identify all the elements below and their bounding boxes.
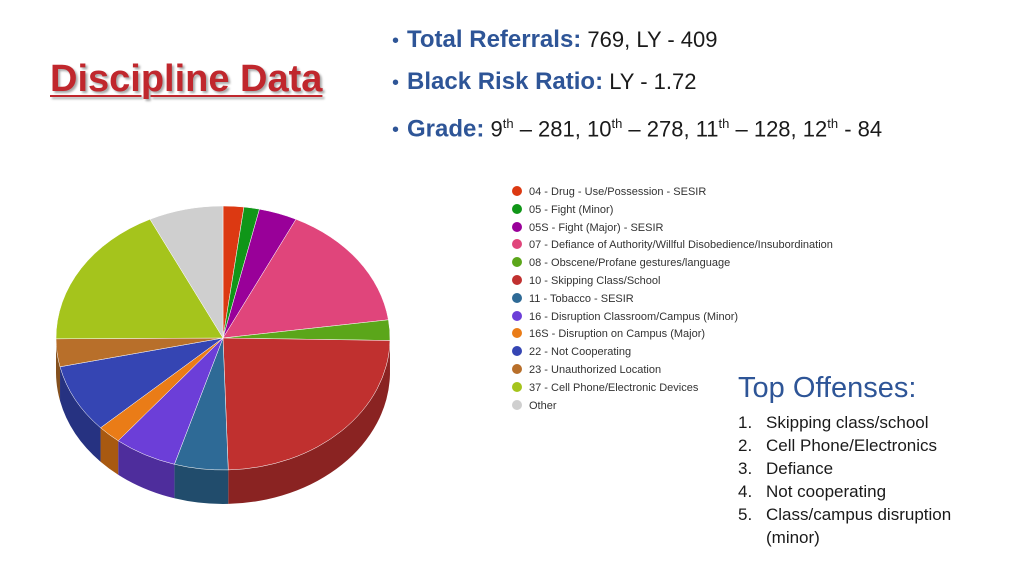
legend-swatch <box>512 203 522 214</box>
legend-item: 16S - Disruption on Campus (Major) <box>512 326 833 344</box>
list-item: 2. Cell Phone/Electronics <box>738 434 966 457</box>
pie-slice <box>149 205 224 339</box>
pie-slice-side <box>118 440 175 499</box>
legend-swatch <box>512 310 522 321</box>
list-item: 3. Defiance <box>738 457 966 480</box>
pie-side-walls <box>56 338 390 504</box>
bullet-risk-ratio: • Black Risk Ratio: LY - 1.72 <box>392 66 882 108</box>
legend-label: 05 - Fight (Minor) <box>529 203 614 216</box>
legend-label: 07 - Defiance of Authority/Willful Disob… <box>529 239 833 252</box>
pie-slice-side <box>100 427 119 475</box>
legend-label: 08 - Obscene/Profane gestures/language <box>529 257 731 270</box>
legend-item: 10 - Skipping Class/School <box>512 273 833 291</box>
legend-swatch <box>512 221 522 232</box>
legend-swatch <box>512 381 522 392</box>
pie-slice-side <box>56 338 61 401</box>
ordinal-suffix: th <box>827 116 839 131</box>
grade-value: – 128, 12 <box>729 116 828 142</box>
slide-title: Discipline Data <box>50 58 323 100</box>
list-item: 1. Skipping class/school <box>738 411 966 434</box>
legend-swatch <box>512 364 522 375</box>
top-offenses-heading: Top Offenses: <box>738 372 917 404</box>
legend-item: 23 - Unauthorized Location <box>512 362 833 380</box>
list-number: 1. <box>738 413 753 432</box>
grade-value: - 84 <box>838 116 883 142</box>
list-item: 5. Class/campus disruption (minor) <box>738 503 966 549</box>
top-offenses-list: 1. Skipping class/school 2. Cell Phone/Ele… <box>738 411 966 549</box>
pie-slice-side <box>60 366 101 462</box>
bullet-dot-icon: • <box>392 72 400 94</box>
legend-swatch <box>512 257 522 268</box>
legend-swatch <box>512 328 522 339</box>
list-number: 5. <box>738 505 753 524</box>
legend-swatch <box>512 186 522 197</box>
legend-label: 05S - Fight (Major) - SESIR <box>529 221 664 234</box>
legend-swatch <box>512 275 522 286</box>
pie-chart <box>55 205 391 504</box>
pie-slice <box>222 218 389 339</box>
list-number: 4. <box>738 482 753 501</box>
ordinal-suffix: th <box>502 116 514 131</box>
legend-label: 10 - Skipping Class/School <box>529 274 661 287</box>
pie-slice-side <box>228 340 390 504</box>
bullet-grade: • Grade: 9th – 281, 10th – 278, 11th – 12… <box>392 108 882 150</box>
bullet-dot-icon: • <box>392 119 400 142</box>
top-offenses-panel: Top Offenses: 1. Skipping class/school 2.… <box>738 372 966 549</box>
bullet-label: Black Risk Ratio: <box>407 68 604 95</box>
legend-item: Other <box>512 398 833 416</box>
grade-value: – 281, 10 <box>513 116 612 142</box>
pie-slice <box>59 337 224 429</box>
list-text: Defiance <box>766 459 834 478</box>
legend-item: 11 - Tobacco - SESIR <box>512 291 833 309</box>
ordinal-suffix: th <box>611 116 623 131</box>
list-text: Cell Phone/Electronics <box>766 436 938 455</box>
legend-item: 04 - Drug - Use/Possession - SESIR <box>512 184 833 202</box>
legend-item: 05 - Fight (Minor) <box>512 202 833 220</box>
pie-slice-side <box>174 464 229 504</box>
legend-item: 07 - Defiance of Authority/Willful Disob… <box>512 237 833 255</box>
legend-label: 16 - Disruption Classroom/Campus (Minor) <box>529 310 739 323</box>
legend-swatch <box>512 292 522 303</box>
grade-value: – 278, 11 <box>622 116 719 142</box>
legend-label: 37 - Cell Phone/Electronic Devices <box>529 381 699 394</box>
summary-bullets: • Total Referrals: 769, LY - 409 • Black R… <box>392 24 882 150</box>
legend-swatch <box>512 346 522 357</box>
bullet-label: Total Referrals: <box>407 26 582 53</box>
legend-label: 16S - Disruption on Campus (Major) <box>529 328 706 341</box>
chart-legend: 04 - Drug - Use/Possession - SESIR 05 - F… <box>512 184 833 415</box>
legend-swatch <box>512 239 522 250</box>
bullet-label: Grade: <box>407 115 485 143</box>
list-text: Not cooperating <box>766 482 887 501</box>
pie-top <box>55 205 391 471</box>
bullet-total-referrals: • Total Referrals: 769, LY - 409 <box>392 24 882 66</box>
legend-label: 22 - Not Cooperating <box>529 346 632 359</box>
legend-label: 04 - Drug - Use/Possession - SESIR <box>529 186 707 198</box>
legend-label: 11 - Tobacco - SESIR <box>529 292 634 305</box>
pie-slice <box>222 337 391 471</box>
legend-item: 08 - Obscene/Profane gestures/language <box>512 255 833 273</box>
legend-swatch <box>512 399 522 410</box>
ordinal-suffix: th <box>718 116 730 131</box>
list-text: Skipping class/school <box>766 413 929 432</box>
list-text: Class/campus disruption (minor) <box>766 505 952 547</box>
list-number: 3. <box>738 459 753 478</box>
pie-slice <box>55 218 224 340</box>
list-number: 2. <box>738 436 753 455</box>
legend-item: 05S - Fight (Major) - SESIR <box>512 220 833 238</box>
legend-label: Other <box>529 399 557 412</box>
legend-label: 23 - Unauthorized Location <box>529 363 662 376</box>
bullet-value: 769, LY - 409 <box>581 27 718 52</box>
legend-item: 37 - Cell Phone/Electronic Devices <box>512 380 833 398</box>
bullet-value: LY - 1.72 <box>603 69 697 94</box>
legend-item: 16 - Disruption Classroom/Campus (Minor) <box>512 309 833 327</box>
legend-item: 22 - Not Cooperating <box>512 344 833 362</box>
grade-value: 9 <box>484 116 503 142</box>
list-item: 4. Not cooperating <box>738 480 966 503</box>
bullet-dot-icon: • <box>392 30 400 52</box>
